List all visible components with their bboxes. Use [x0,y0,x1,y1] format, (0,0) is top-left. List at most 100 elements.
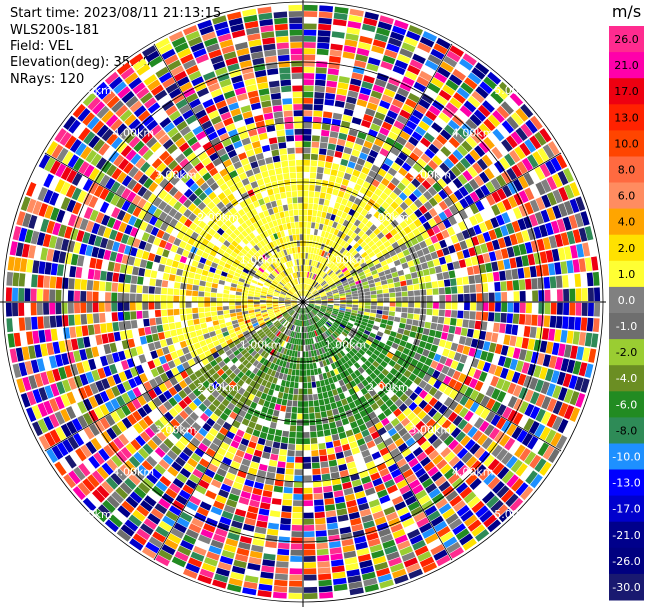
velocity-gate [67,302,74,314]
velocity-gate [490,499,504,513]
velocity-gate [316,349,320,356]
velocity-gate [452,68,466,81]
velocity-gate [358,349,366,356]
velocity-gate [458,407,469,418]
velocity-gate [303,394,308,401]
velocity-gate [355,333,362,339]
velocity-gate [560,358,570,372]
velocity-gate [506,280,513,291]
velocity-gate [386,245,394,253]
velocity-gate [405,157,416,167]
velocity-gate [334,394,341,402]
velocity-gate [378,352,386,360]
velocity-gate [352,299,359,302]
velocity-gate [453,500,466,512]
velocity-gate [303,159,310,166]
velocity-gate [308,394,313,401]
velocity-gate [390,417,400,427]
velocity-gate [372,117,383,127]
velocity-gate [514,146,526,160]
velocity-gate [475,505,489,518]
velocity-gate [329,421,337,429]
velocity-gate [523,326,531,338]
velocity-gate [361,251,368,259]
velocity-gate [482,292,489,302]
velocity-gate [261,426,269,434]
elevation-label: Elevation(deg): 35.30 [10,55,151,70]
velocity-gate [541,264,550,276]
velocity-gate [365,134,376,144]
velocity-gate [155,317,163,325]
velocity-gate [188,325,196,332]
velocity-gate [331,348,337,356]
velocity-gate [306,284,310,291]
velocity-gate [235,302,242,306]
velocity-gate [280,379,286,387]
velocity-gate [422,328,430,336]
velocity-gate [282,393,289,400]
velocity-gate [563,200,574,215]
velocity-gate [323,315,329,320]
velocity-gate [418,255,427,264]
velocity-gate [513,398,524,411]
velocity-gate [340,297,346,300]
velocity-gate [315,302,322,304]
velocity-gate [376,72,389,82]
velocity-gate [307,326,310,333]
velocity-gate [334,202,341,210]
velocity-gate [352,296,359,300]
velocity-gate [419,70,433,82]
velocity-gate [283,487,293,494]
velocity-gate [377,389,386,398]
velocity-gate [537,442,550,457]
velocity-gate [328,335,334,342]
velocity-gate [312,362,317,369]
velocity-gate [317,166,324,174]
velocity-gate [437,415,447,426]
velocity-gate [396,136,407,146]
velocity-gate [476,433,488,446]
velocity-gate [105,281,112,292]
velocity-gate [455,482,468,494]
velocity-gate [303,215,308,222]
velocity-gate [309,325,313,332]
velocity-gate [416,249,424,258]
velocity-gate [323,266,329,272]
velocity-gate [311,216,317,223]
velocity-gate [211,315,218,321]
velocity-gate [329,175,337,183]
velocity-gate [523,418,535,432]
velocity-gate [365,406,374,415]
velocity-gate [341,198,348,206]
velocity-gate [407,182,417,193]
velocity-gate [292,400,298,407]
velocity-gate [338,217,345,225]
velocity-gate [339,247,346,254]
velocity-gate [377,293,383,298]
velocity-gate [439,295,446,302]
velocity-gate [512,280,520,291]
velocity-gate [317,160,325,168]
velocity-gate [428,488,441,499]
velocity-gate [313,197,320,204]
velocity-gate [397,540,411,551]
velocity-gate [304,290,306,296]
velocity-gate [444,468,456,480]
velocity-gate [453,403,464,415]
velocity-gate [394,422,404,432]
velocity-gate [363,311,370,316]
velocity-gate [327,320,333,325]
velocity-gate [409,479,421,490]
velocity-gate [451,310,458,318]
velocity-gate [407,364,416,373]
velocity-gate [376,567,391,577]
velocity-gate [525,314,532,326]
velocity-gate [457,419,468,430]
velocity-gate [113,331,121,342]
velocity-gate [342,249,349,256]
velocity-gate [320,307,327,311]
velocity-gate [402,125,414,136]
velocity-gate [427,260,435,268]
velocity-gate [442,247,450,256]
velocity-gate [494,249,503,261]
